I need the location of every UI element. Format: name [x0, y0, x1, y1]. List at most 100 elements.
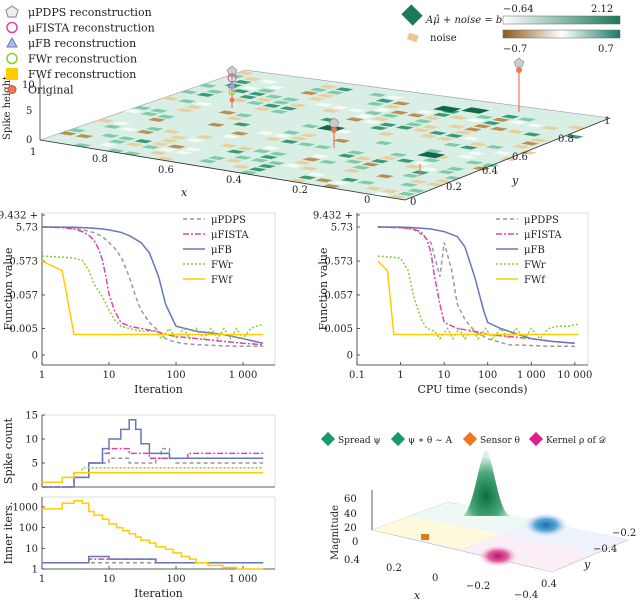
y-tick-label: 5: [32, 459, 38, 470]
noise-max: 0.7: [598, 44, 614, 55]
surface-tile: [385, 95, 404, 100]
surface-tile: [288, 178, 307, 183]
surface-tile: [158, 147, 177, 152]
signal-max: 2.12: [591, 4, 613, 15]
surface-tile: [134, 139, 153, 144]
top-legend: μPDPS reconstruction μFISTA reconstructio…: [5, 5, 155, 97]
kernel-legend-label: Sensor θ: [480, 436, 520, 446]
surface-tile: [392, 101, 411, 106]
surface-tile: [414, 119, 433, 124]
x-tick-label: 1: [39, 370, 45, 381]
surface-tile: [380, 113, 400, 118]
surface-tile: [370, 159, 389, 164]
surface-tile: [221, 134, 240, 139]
x-axis-label: Iteration: [134, 383, 183, 396]
series-line: [377, 255, 579, 341]
surface-tile: [447, 124, 466, 129]
surface-tile: [136, 130, 155, 135]
surface-tile: [364, 110, 383, 116]
top-xtick-5: 0.2: [292, 185, 308, 196]
surface-tile: [95, 118, 115, 123]
surface-tile: [273, 133, 292, 138]
surface-tile: [307, 172, 326, 177]
surface-tile: [345, 117, 364, 122]
surface-tile: [374, 140, 393, 146]
kernel-xtick-2: 0: [432, 573, 438, 584]
surface-tile: [404, 122, 423, 127]
surface-tile: [446, 166, 465, 171]
y-axis-label: Function value: [2, 248, 15, 331]
surface-tile: [242, 76, 262, 81]
x-tick-label: 10: [103, 370, 116, 381]
surface-tile: [156, 156, 175, 161]
surface-tile: [424, 149, 443, 154]
surface-tile: [272, 100, 291, 105]
surface-tile: [407, 188, 426, 193]
y-tick-label: 0: [32, 351, 38, 362]
surface-tile: [198, 83, 217, 88]
legend-label: FWf reconstruction: [28, 68, 136, 81]
surface-tile: [99, 142, 118, 147]
legend-label: μFB: [524, 245, 545, 256]
kernel-legend-swatch: [320, 431, 336, 447]
surface-tile: [259, 155, 278, 160]
legend-label: FWf: [211, 275, 233, 286]
surface-tile: [101, 133, 120, 138]
surface-tile: [267, 160, 286, 166]
top-ytick-4: 0.8: [558, 134, 574, 145]
surface-tile: [511, 144, 530, 149]
y-tick-label: 5.73: [16, 223, 38, 234]
surface-tile: [234, 113, 253, 118]
series-line: [41, 255, 264, 341]
surface-tile: [253, 106, 272, 111]
kernel-panel: Spread ψ ψ ∗ θ ∼ A Sensor θ Kernel ρ of 𝒟 6…: [320, 431, 636, 602]
surface-tile: [282, 130, 301, 135]
top-xtick-2: 0.8: [92, 154, 108, 165]
legend-marker: [5, 5, 19, 18]
surface-tile: [185, 105, 204, 110]
surface-tile: [75, 134, 94, 139]
surface-tile: [224, 158, 243, 163]
surface-tile: [522, 132, 542, 137]
surface-tile: [112, 121, 131, 126]
top-ytick-0: 0: [410, 197, 416, 208]
surface-tile: [518, 150, 537, 155]
top-ylabel: y: [511, 174, 519, 187]
legend-label: Original: [28, 84, 74, 97]
kernel-legend-swatch: [390, 431, 406, 447]
surface-tile: [419, 134, 438, 139]
y-tick-label: 1000: [13, 502, 38, 513]
top-3d-panel: 0 5 10 Spike height 1 0.8 0.6 0.4 0.2 0 …: [2, 57, 612, 208]
kernel-legend: Spread ψ ψ ∗ θ ∼ A Sensor θ Kernel ρ of 𝒟: [320, 431, 607, 447]
signal-min: −0.64: [503, 4, 534, 15]
y-axis-label: Spike count: [2, 417, 15, 484]
kernel-ytick-0: 0.4: [541, 579, 557, 590]
surface-tile: [331, 180, 350, 186]
surface-tile: [467, 151, 486, 156]
surface-tile: [371, 192, 390, 197]
surface-tile: [309, 87, 328, 92]
surface-tile: [366, 101, 385, 106]
series-line: [41, 226, 264, 345]
legend-label: μFISTA reconstruction: [28, 22, 155, 35]
surface-tile: [195, 135, 214, 140]
surface-tile: [123, 109, 142, 114]
sensor-quadrant: [372, 516, 500, 549]
chart-function-vs-iteration: 1 10 100 1 000 Iteration Function value 0 0.005…: [0, 211, 276, 396]
legend-label: μPDPS: [211, 215, 246, 226]
kernel-legend-swatch: [528, 431, 544, 447]
top-xtick-1: 1: [30, 147, 36, 158]
surface-tile: [491, 117, 510, 122]
surface-tile: [500, 156, 519, 161]
surface-tile: [252, 149, 271, 154]
sensor-blob: [421, 534, 429, 540]
surface-tile: [344, 159, 363, 164]
y-tick-label: 15: [25, 411, 38, 422]
surface-tile: [332, 138, 351, 143]
psi-theta-blob: [524, 513, 568, 537]
surface-tile: [390, 110, 409, 115]
surface-tile: [428, 130, 447, 136]
surface-tile: [375, 98, 394, 103]
surface-tile: [256, 130, 275, 136]
plot-frame: [41, 414, 276, 488]
